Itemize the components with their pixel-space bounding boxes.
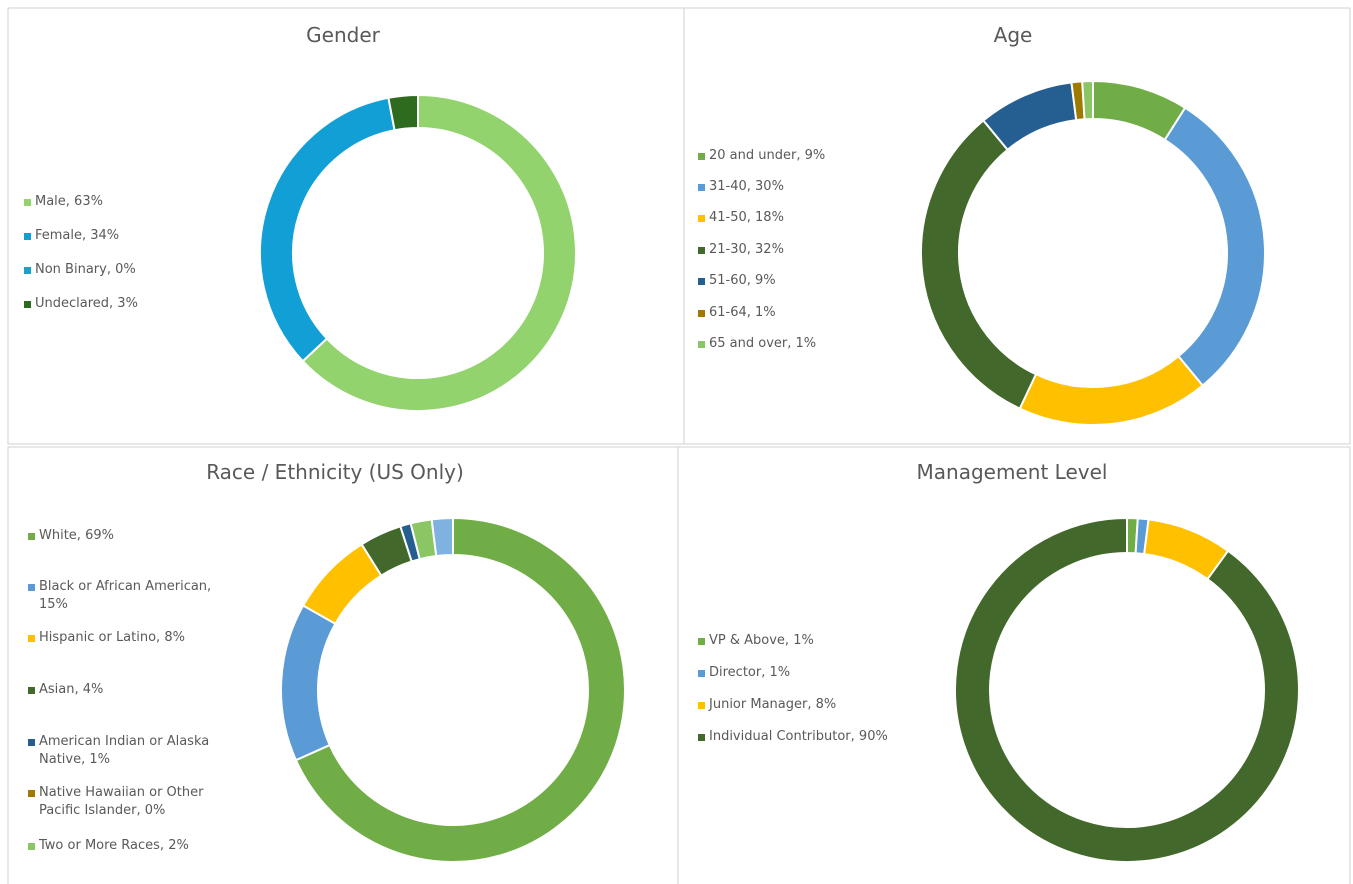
legend-entry: 20 and under, 9% xyxy=(709,148,826,163)
donut-slice xyxy=(1081,79,1094,121)
legend-swatch xyxy=(24,233,31,240)
donut-slice xyxy=(954,516,1300,863)
legend-swatch xyxy=(698,638,705,645)
legend-swatch xyxy=(698,247,705,254)
legend-swatch xyxy=(28,843,35,850)
legend-swatch xyxy=(28,687,35,694)
legend-swatch xyxy=(24,301,31,308)
legend-swatch xyxy=(28,790,35,797)
legend-entry: Asian, 4% xyxy=(39,682,104,697)
legend-swatch xyxy=(28,739,35,746)
legend-swatch xyxy=(698,278,705,285)
legend-entry: Director, 1% xyxy=(709,665,791,680)
chart-title: Management Level xyxy=(917,460,1108,484)
legend-entry: 41-50, 18% xyxy=(709,210,784,225)
legend-swatch xyxy=(698,734,705,741)
legend-entry: VP & Above, 1% xyxy=(709,633,814,648)
donut-slice xyxy=(259,96,396,363)
legend-entry: Junior Manager, 8% xyxy=(709,697,837,712)
legend-swatch xyxy=(698,215,705,222)
legend-entry: Native Hawaiian or Other Pacific Islande… xyxy=(39,785,204,818)
legend-entry: Non Binary, 0% xyxy=(35,262,136,277)
legend-swatch xyxy=(698,153,705,160)
legend-entry: 61-64, 1% xyxy=(709,305,776,320)
legend-swatch xyxy=(24,267,31,274)
chart-title: Race / Ethnicity (US Only) xyxy=(206,460,464,484)
panel xyxy=(677,446,1351,884)
donut-slice xyxy=(430,516,454,558)
legend-entry: Female, 34% xyxy=(35,228,120,243)
legend-swatch xyxy=(698,184,705,191)
legend-swatch xyxy=(698,702,705,709)
donut-slice xyxy=(1163,106,1266,387)
donut-slice xyxy=(301,93,577,412)
legend-entry: Hispanic or Latino, 8% xyxy=(39,630,185,645)
legend-entry: 65 and over, 1% xyxy=(709,336,817,351)
legend-swatch xyxy=(698,341,705,348)
legend-swatch xyxy=(698,670,705,677)
legend-entry: White, 69% xyxy=(39,528,114,543)
legend-entry: 51-60, 9% xyxy=(709,273,776,288)
legend-entry: Two or More Races, 2% xyxy=(39,838,189,853)
donut-slice xyxy=(387,93,419,132)
donut-slice xyxy=(280,604,337,762)
legend-entry: 31-40, 30% xyxy=(709,179,784,194)
legend-swatch xyxy=(28,584,35,591)
legend-swatch xyxy=(28,635,35,642)
panel xyxy=(683,7,1351,445)
chart-title: Gender xyxy=(306,23,380,47)
legend-entry: Undeclared, 3% xyxy=(35,296,138,311)
legend-swatch xyxy=(24,199,31,206)
chart-title: Age xyxy=(994,23,1033,47)
legend-swatch xyxy=(698,310,705,317)
donut-slice xyxy=(1018,354,1205,426)
legend-entry: Black or African American, 15% xyxy=(39,579,212,612)
legend-swatch xyxy=(28,533,35,540)
legend-entry: Male, 63% xyxy=(35,194,103,209)
donut-slice xyxy=(920,119,1038,410)
legend-entry: Individual Contributor, 90% xyxy=(709,729,888,744)
donut-slice xyxy=(294,516,626,863)
legend-entry: 21-30, 32% xyxy=(709,242,784,257)
legend-entry: American Indian or Alaska Native, 1% xyxy=(39,734,210,767)
